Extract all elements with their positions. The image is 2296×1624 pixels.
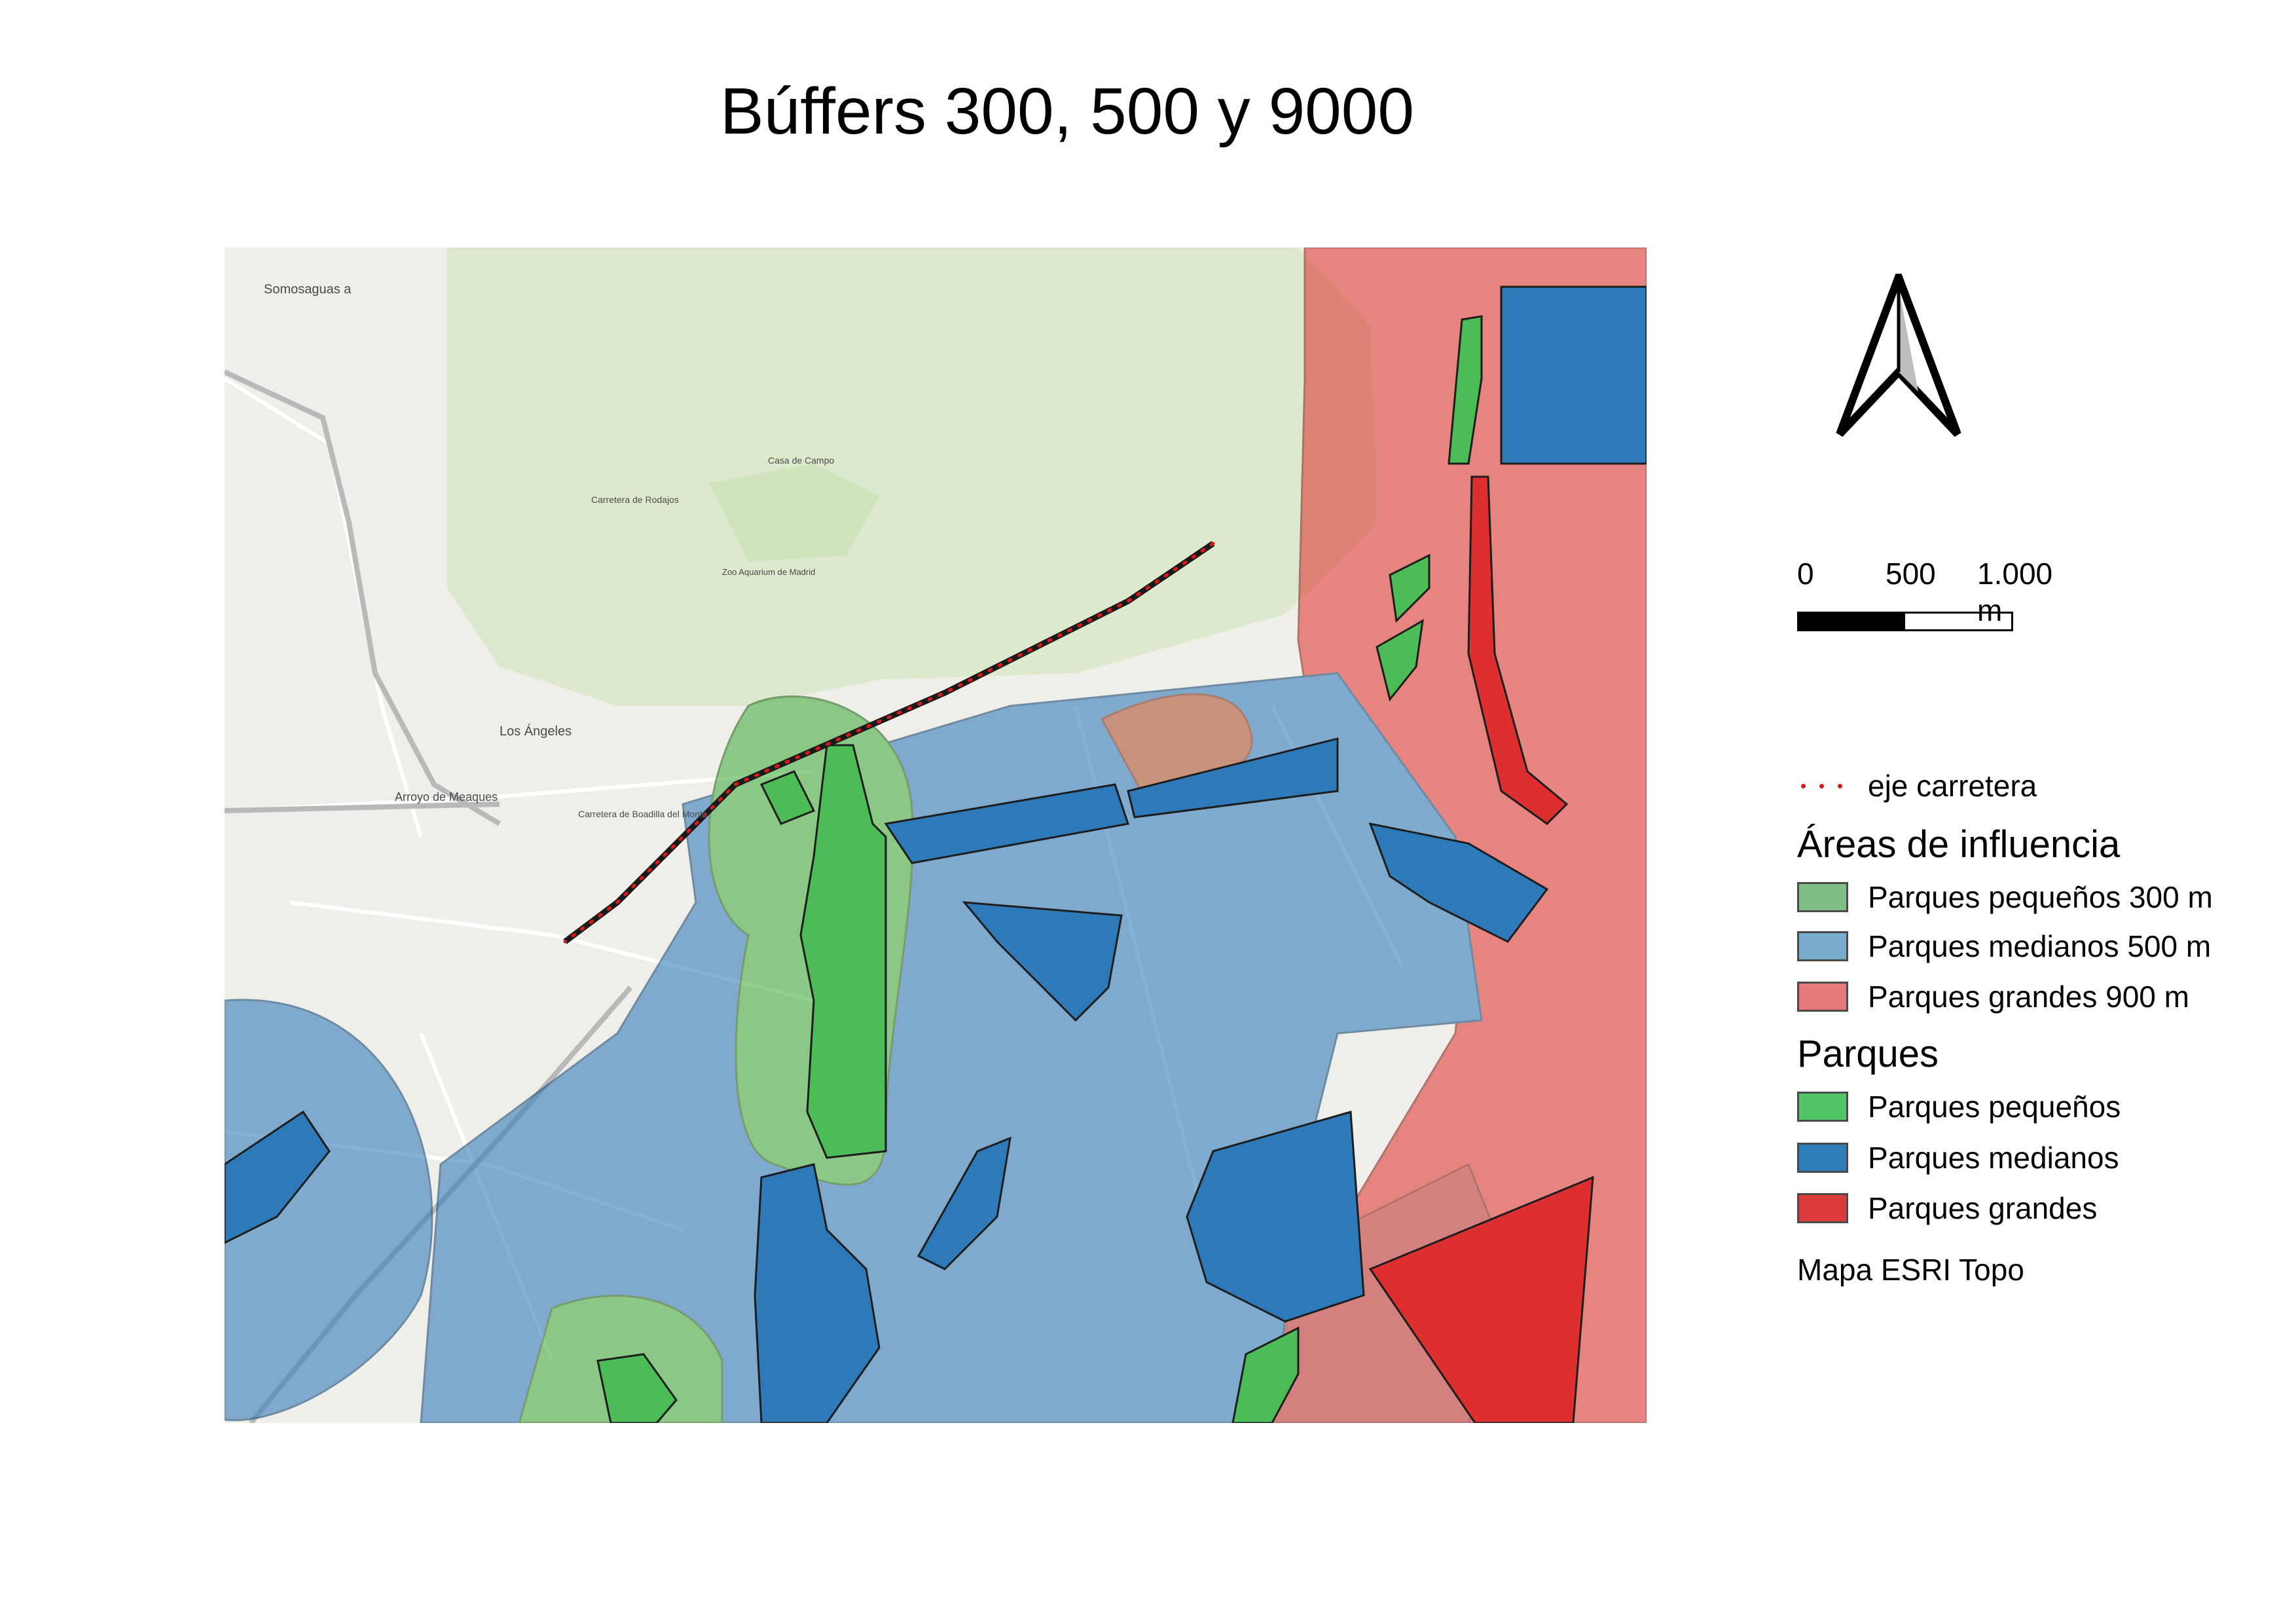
legend-item-label: Parques medianos (1868, 1141, 2119, 1175)
legend-item-label: Parques pequeños (1868, 1090, 2121, 1124)
legend-swatch (1797, 982, 1848, 1012)
north-arrow-icon (1836, 274, 1961, 437)
scale-label-0: 0 (1797, 557, 1814, 591)
legend-influence-heading: Áreas de influencia (1797, 823, 2121, 866)
park-medium-southeast[interactable] (1186, 1111, 1365, 1323)
park-medium-south[interactable] (754, 1163, 881, 1423)
basemap-label: Arroyo de Meaques (395, 790, 498, 803)
legend-road-item[interactable]: eje carretera (1797, 766, 2037, 805)
scale-label-500: 500 (1886, 557, 1936, 591)
legend-item-label: Parques grandes 900 m (1868, 980, 2189, 1014)
park-medium-center[interactable] (962, 901, 1123, 1022)
legend-swatch (1797, 882, 1848, 912)
legend-park-item[interactable]: Parques medianos (1797, 1138, 2119, 1177)
park-medium-south-strip[interactable] (917, 1136, 1011, 1270)
legend-swatch (1797, 931, 1848, 961)
park-small-southeast[interactable] (1231, 1326, 1300, 1423)
legend-swatch (1797, 1193, 1848, 1223)
scale-bar: 0 500 1.000 m (1797, 555, 2052, 640)
park-small-east-1[interactable] (1389, 553, 1430, 623)
park-medium-north[interactable] (1500, 286, 1647, 465)
legend-influence-item[interactable]: Parques pequeños 300 m (1797, 877, 2213, 917)
legend-item-label: Parques grandes (1868, 1191, 2098, 1225)
basemap-label-group: Somosaguas a Casa de Campo Carretera de … (264, 282, 834, 819)
legend-swatch (1797, 1143, 1848, 1173)
park-layers (225, 286, 1647, 1423)
park-large-southeast[interactable] (1368, 1175, 1594, 1423)
park-medium-road-strip[interactable] (884, 783, 1129, 864)
basemap-label: Carretera de Rodajos (591, 494, 679, 505)
park-small-north[interactable] (1448, 315, 1483, 465)
basemap-label: Los Ángeles (500, 724, 572, 739)
road-axis[interactable] (563, 541, 1215, 944)
park-medium-west[interactable] (225, 1110, 331, 1244)
scale-bar-graphic (1797, 612, 2013, 631)
road-dots-icon (1797, 771, 1848, 801)
park-small-east-2[interactable] (1376, 619, 1424, 702)
basemap-label: Carretera de Boadilla del Monte (578, 809, 708, 819)
buffer-medium-west[interactable] (225, 999, 433, 1422)
legend-parks-heading: Parques (1797, 1033, 1939, 1075)
zoo-area (709, 464, 879, 562)
legend-item-label: Parques medianos 500 m (1868, 929, 2212, 963)
buffer-large-east[interactable] (1297, 248, 1647, 1423)
legend-park-item[interactable]: Parques pequeños (1797, 1087, 2121, 1126)
park-large-river[interactable] (1467, 475, 1569, 825)
basemap-label: Somosaguas a (264, 282, 352, 297)
legend-park-item[interactable]: Parques grandes (1797, 1189, 2097, 1228)
map-svg: Somosaguas a Casa de Campo Carretera de … (225, 248, 1647, 1423)
legend-road-label: eje carretera (1868, 769, 2037, 803)
map-title: Búffers 300, 500 y 9000 (720, 75, 1415, 148)
legend-swatch (1797, 1092, 1848, 1122)
basemap-credit: Mapa ESRI Topo (1797, 1253, 2024, 1287)
map-canvas[interactable]: Somosaguas a Casa de Campo Carretera de … (225, 248, 1647, 1423)
legend-influence-item[interactable]: Parques medianos 500 m (1797, 927, 2211, 966)
park-small-central[interactable] (799, 744, 887, 1159)
park-small-central-west[interactable] (759, 770, 816, 825)
legend-item-label: Parques pequeños 300 m (1868, 880, 2213, 914)
scale-label-1000: 1.000 m (1977, 557, 2053, 627)
park-medium-east[interactable] (1368, 822, 1549, 943)
road-axis-dots (563, 542, 1215, 944)
basemap-label: Zoo Aquarium de Madrid (722, 567, 815, 577)
park-medium-road-strip-east[interactable] (1127, 737, 1339, 819)
legend-influence-item[interactable]: Parques grandes 900 m (1797, 977, 2189, 1016)
basemap-label: Casa de Campo (768, 455, 834, 466)
park-small-southwest[interactable] (596, 1353, 678, 1423)
